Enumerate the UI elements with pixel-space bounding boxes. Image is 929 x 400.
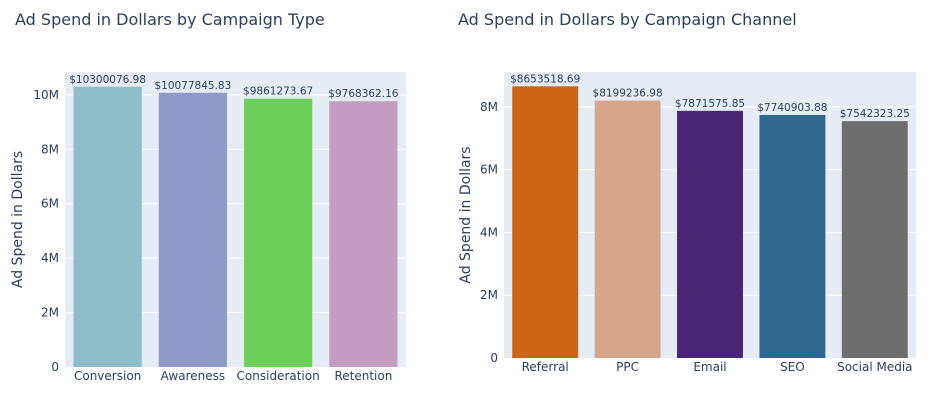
y-tick-label: 0: [490, 351, 498, 365]
x-tick-label: Consideration: [237, 369, 320, 383]
y-tick-label: 8M: [480, 100, 498, 114]
x-tick-label: Social Media: [837, 360, 912, 374]
y-axis-label: Ad Spend in Dollars: [458, 146, 474, 283]
x-tick-label: PPC: [616, 360, 639, 374]
bar-value-label: $7740903.88: [757, 102, 827, 114]
bar[interactable]: [158, 92, 227, 368]
bar[interactable]: [841, 121, 908, 358]
bar[interactable]: [512, 86, 579, 359]
y-tick-label: 6M: [41, 197, 59, 211]
x-tick-label: Awareness: [161, 369, 225, 383]
bar-value-label: $7871575.85: [675, 98, 745, 110]
bar[interactable]: [594, 100, 661, 359]
bar-value-label: $8199236.98: [593, 88, 663, 100]
y-tick-label: 4M: [41, 251, 59, 265]
y-axis-label: Ad Spend in Dollars: [10, 151, 26, 288]
y-tick-label: 6M: [480, 163, 498, 177]
bar-value-label: $10077845.83: [154, 80, 231, 92]
bar-value-label: $7542323.25: [840, 108, 910, 120]
y-tick-label: 4M: [480, 225, 498, 239]
x-tick-label: Email: [693, 360, 726, 374]
bar-value-label: $8653518.69: [510, 73, 580, 85]
bar-value-label: $10300076.98: [69, 74, 146, 86]
x-tick-label: Referral: [522, 360, 569, 374]
x-tick-label: Retention: [334, 369, 392, 383]
y-tick-label: 0: [51, 360, 59, 374]
chart-title-campaign-channel: Ad Spend in Dollars by Campaign Channel: [458, 10, 797, 29]
x-tick-label: Conversion: [74, 369, 141, 383]
bar[interactable]: [677, 110, 743, 358]
bar-value-label: $9861273.67: [243, 86, 313, 98]
y-tick-label: 10M: [33, 88, 59, 102]
bar[interactable]: [759, 114, 826, 358]
x-tick-label: SEO: [780, 360, 805, 374]
bar-value-label: $9768362.16: [328, 88, 398, 100]
bar[interactable]: [73, 86, 142, 367]
chart-title-campaign-type: Ad Spend in Dollars by Campaign Type: [15, 10, 325, 29]
y-tick-label: 2M: [41, 306, 59, 320]
bar[interactable]: [329, 101, 398, 368]
y-tick-label: 8M: [41, 142, 59, 156]
bar[interactable]: [244, 98, 313, 367]
y-tick-label: 2M: [480, 288, 498, 302]
